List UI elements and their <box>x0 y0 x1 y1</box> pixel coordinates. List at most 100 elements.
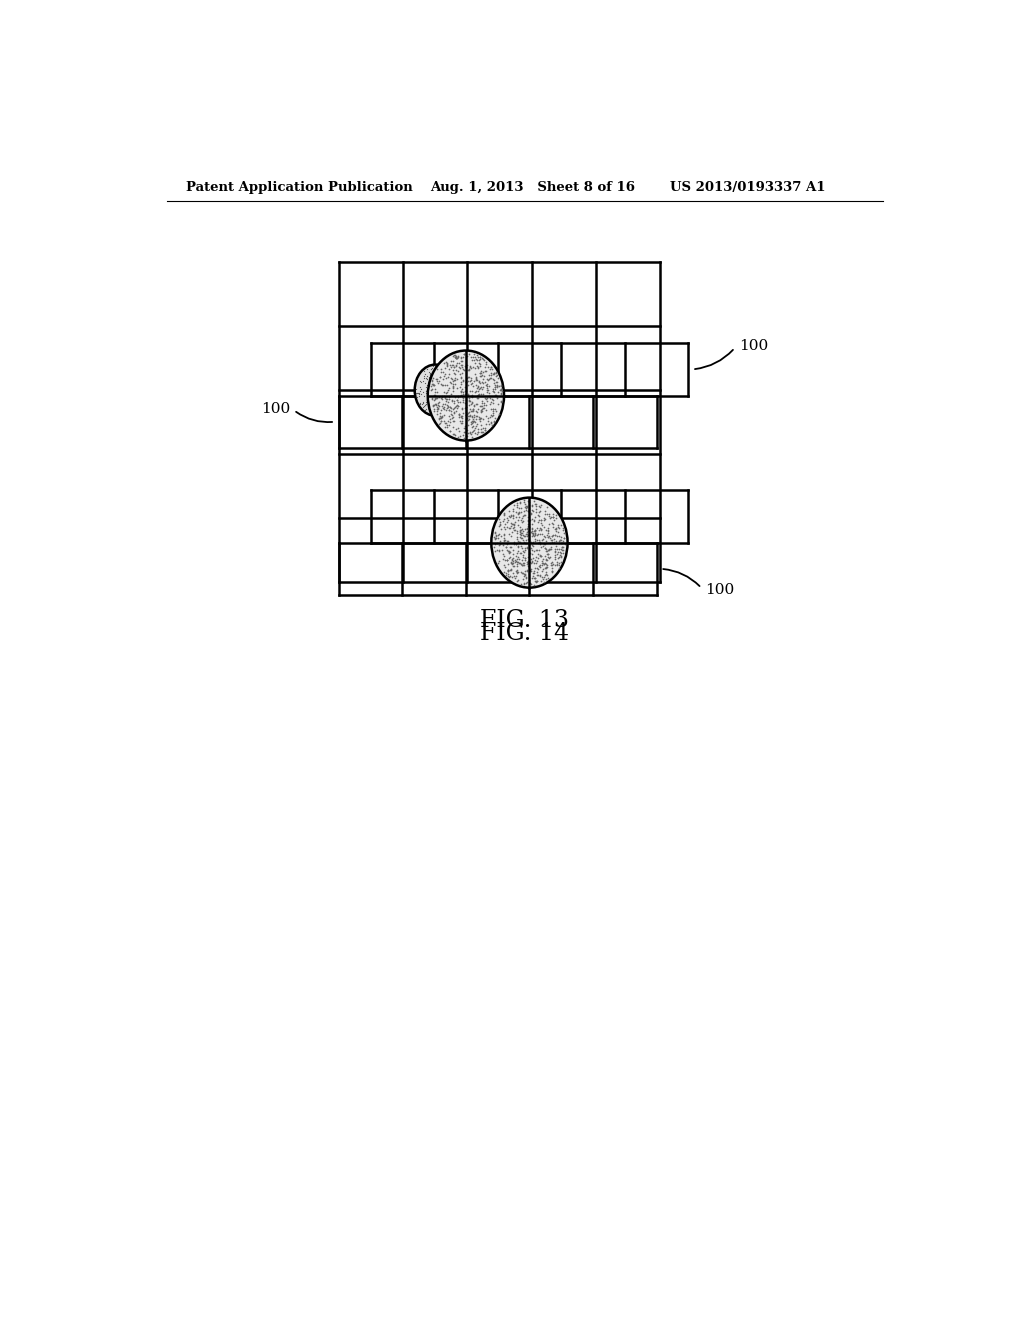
Point <box>518 566 535 587</box>
Point <box>457 416 473 437</box>
Point <box>483 356 500 378</box>
Point <box>444 391 461 412</box>
Point <box>517 539 534 560</box>
Point <box>520 511 537 532</box>
Point <box>502 541 518 562</box>
Point <box>526 510 543 531</box>
Point <box>464 407 480 428</box>
Point <box>493 513 509 535</box>
Point <box>460 360 476 381</box>
Point <box>419 379 435 400</box>
Point <box>487 376 504 397</box>
Point <box>551 532 567 553</box>
Point <box>514 554 530 576</box>
Point <box>428 358 444 379</box>
Point <box>447 347 464 368</box>
Point <box>417 372 433 393</box>
Point <box>545 507 561 528</box>
Point <box>439 397 456 418</box>
Point <box>457 355 473 376</box>
Point <box>438 383 455 404</box>
Point <box>502 507 518 528</box>
Point <box>473 421 489 442</box>
Point <box>485 412 502 433</box>
Point <box>525 546 542 568</box>
Point <box>492 508 508 529</box>
Point <box>471 407 487 428</box>
Point <box>540 544 556 565</box>
Point <box>480 385 497 407</box>
Point <box>462 405 478 426</box>
Point <box>522 573 539 594</box>
Point <box>487 523 504 544</box>
Point <box>471 371 487 392</box>
Point <box>489 524 506 545</box>
Point <box>454 374 470 395</box>
Point <box>474 400 490 421</box>
Point <box>428 395 444 416</box>
Point <box>543 536 559 557</box>
Point <box>513 519 529 540</box>
Point <box>452 405 468 426</box>
Point <box>520 495 537 516</box>
Point <box>500 564 516 585</box>
Point <box>460 374 476 395</box>
Point <box>426 384 442 405</box>
Point <box>537 545 553 566</box>
Point <box>431 368 447 389</box>
Point <box>542 532 558 553</box>
Point <box>488 528 505 549</box>
Point <box>456 389 472 411</box>
Point <box>539 503 555 524</box>
Point <box>555 520 571 541</box>
Point <box>453 407 469 428</box>
Point <box>478 368 495 389</box>
Point <box>476 366 493 387</box>
Point <box>426 389 442 411</box>
Point <box>526 560 543 581</box>
Point <box>472 407 488 428</box>
Point <box>529 511 546 532</box>
Point <box>469 413 485 434</box>
Point <box>526 531 543 552</box>
Point <box>452 425 468 446</box>
Point <box>545 516 561 537</box>
Point <box>454 405 470 426</box>
Point <box>435 364 452 385</box>
Point <box>418 399 434 420</box>
Point <box>449 389 465 411</box>
Point <box>463 385 479 407</box>
Text: 100: 100 <box>261 401 290 416</box>
Point <box>543 552 559 573</box>
Point <box>500 560 516 581</box>
Point <box>530 506 547 527</box>
Point <box>504 513 520 535</box>
Point <box>548 517 564 539</box>
Point <box>527 546 544 568</box>
Point <box>439 397 456 418</box>
Point <box>545 513 561 535</box>
Point <box>531 500 548 521</box>
Point <box>510 536 526 557</box>
Point <box>537 537 553 558</box>
Point <box>525 562 542 583</box>
Point <box>548 504 564 525</box>
Point <box>536 572 552 593</box>
Point <box>543 539 559 560</box>
Point <box>464 412 480 433</box>
Point <box>545 507 561 528</box>
Point <box>530 529 547 550</box>
Point <box>496 511 512 532</box>
Point <box>521 561 538 582</box>
Point <box>430 388 446 409</box>
Point <box>483 388 500 409</box>
Point <box>458 404 474 425</box>
Point <box>479 381 496 403</box>
Point <box>515 490 531 511</box>
Point <box>509 523 525 544</box>
Point <box>505 553 521 574</box>
Point <box>442 372 459 393</box>
Point <box>441 391 458 412</box>
Point <box>496 528 512 549</box>
Point <box>456 345 472 366</box>
